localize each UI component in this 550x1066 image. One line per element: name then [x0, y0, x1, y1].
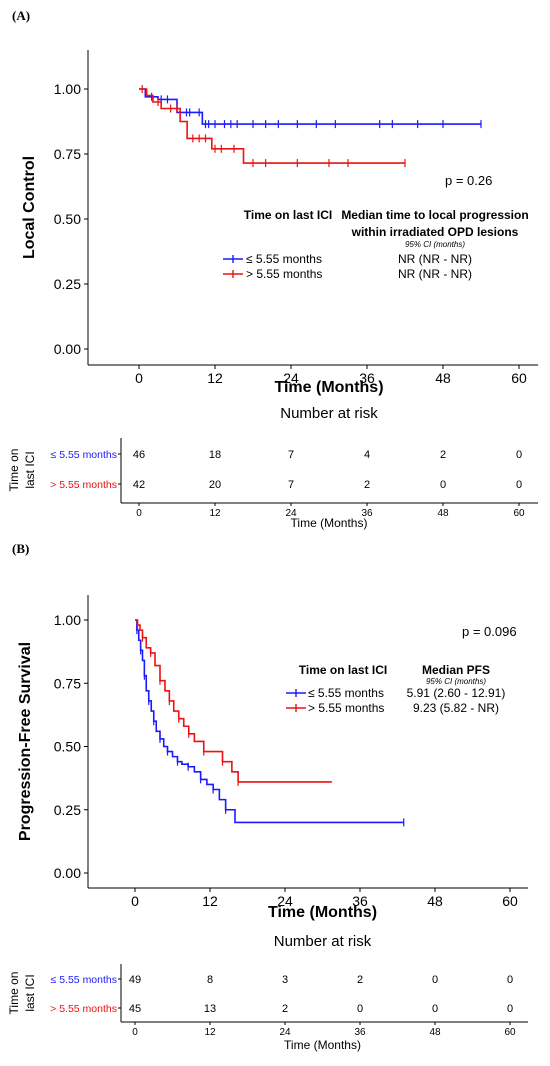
panel-b-risk-count: 0 — [357, 1003, 363, 1015]
panel-a-curve-short — [139, 88, 481, 125]
panel-a-y-tick-label: 0.75 — [54, 146, 81, 162]
panel-b-legend-median: 5.91 (2.60 - 12.91) — [407, 686, 506, 700]
panel-a-risk-y-title-1: Time on — [7, 449, 21, 492]
panel-b-risk-count: 3 — [282, 974, 288, 986]
panel-b-risk-row-label: > 5.55 months — [50, 1003, 117, 1015]
panel-b-legend-name: ≤ 5.55 months — [308, 686, 384, 700]
panel-b-legend-name: > 5.55 months — [308, 701, 384, 715]
panel-a-y-axis-title: Local Control — [21, 156, 38, 259]
panel-a-legend-name: > 5.55 months — [246, 267, 322, 281]
panel-b-risk-row-label: ≤ 5.55 months — [51, 974, 117, 986]
panel-a-legend-group-header: Time on last ICI — [244, 208, 332, 222]
panel-b-y-axis-title: Progression-Free Survival — [17, 642, 34, 841]
panel-a-legend-median-header: Median time to local progression — [341, 208, 528, 222]
panel-b-x-tick-label: 48 — [427, 893, 443, 909]
panel-a-y-tick-label: 0.50 — [54, 211, 81, 227]
panel-a-risk-x-tick-label: 60 — [513, 508, 525, 519]
panel-a-x-tick-label: 36 — [359, 370, 375, 386]
panel-b-y-tick-label: 0.75 — [54, 675, 81, 691]
panel-b-risk-count: 49 — [129, 974, 141, 986]
panel-a-x-tick-label: 12 — [207, 370, 223, 386]
panel-a-risk-x-tick-label: 24 — [285, 508, 297, 519]
panel-a-y-tick-label: 1.00 — [54, 81, 81, 97]
panel-a-x-tick-label: 24 — [283, 370, 299, 386]
panel-a-risk-x-title: Time (Months) — [291, 516, 368, 530]
panel-b-risk-x-tick-label: 12 — [204, 1027, 216, 1038]
panel-a-risk-count: 18 — [209, 449, 221, 461]
panel-a-y-tick-label: 0.00 — [54, 341, 81, 357]
panel-b-risk-count: 2 — [282, 1003, 288, 1015]
panel-b-risk-count: 45 — [129, 1003, 141, 1015]
panel-b-x-tick-label: 36 — [352, 893, 368, 909]
panel-a-curve-long — [139, 88, 405, 164]
panel-a-risk-count: 2 — [440, 449, 446, 461]
panel-b-x-axis-title: Time (Months) — [268, 904, 377, 921]
panel-a-p-value: p = 0.26 — [445, 173, 492, 188]
panel-b-risk-y-title-2: last ICI — [23, 974, 37, 1011]
panel-b-legend-ci-note: 95% CI (months) — [426, 677, 486, 686]
panel-b-legend-median: 9.23 (5.82 - NR) — [413, 701, 499, 715]
panel-a-label: (A) — [12, 8, 30, 23]
panel-b-risk-count: 8 — [207, 974, 213, 986]
panel-b-risk-count: 13 — [204, 1003, 216, 1015]
panel-b-label: (B) — [12, 541, 29, 556]
panel-a-y-tick-label: 0.25 — [54, 276, 81, 292]
panel-a-risk-x-tick-label: 48 — [437, 508, 449, 519]
panel-b-risk-x-tick-label: 36 — [354, 1027, 366, 1038]
panel-a-risk-count: 46 — [133, 449, 145, 461]
panel-b-risk-count: 0 — [432, 1003, 438, 1015]
panel-b-x-tick-label: 24 — [277, 893, 293, 909]
panel-a-risk-count: 0 — [516, 479, 522, 491]
panel-a-legend-name: ≤ 5.55 months — [246, 252, 322, 266]
panel-b-y-tick-label: 0.25 — [54, 802, 81, 818]
panel-a-legend-median: NR (NR - NR) — [398, 252, 472, 266]
panel-b-risk-title: Number at risk — [274, 933, 372, 950]
panel-b-x-tick-label: 12 — [202, 893, 218, 909]
panel-b-risk-x-tick-label: 60 — [504, 1027, 516, 1038]
panel-b-y-tick-label: 0.00 — [54, 865, 81, 881]
panel-a-risk-count: 7 — [288, 449, 294, 461]
panel-a-risk-x-tick-label: 36 — [361, 508, 373, 519]
panel-a-x-tick-label: 60 — [511, 370, 527, 386]
panel-b-y-tick-label: 0.50 — [54, 739, 81, 755]
panel-a-risk-row-label: > 5.55 months — [50, 479, 117, 491]
panel-b-risk-x-title: Time (Months) — [284, 1038, 361, 1052]
panel-b-legend-median-header: Median PFS — [422, 663, 490, 677]
panel-b-risk-y-title-1: Time on — [7, 972, 21, 1015]
panel-a-risk-x-tick-label: 12 — [209, 508, 221, 519]
panel-b-curve-long — [135, 619, 332, 783]
panel-b-risk-count: 2 — [357, 974, 363, 986]
panel-b-x-tick-label: 60 — [502, 893, 518, 909]
panel-b-y-tick-label: 1.00 — [54, 612, 81, 628]
panel-a-x-tick-label: 0 — [135, 370, 143, 386]
panel-a-risk-count: 0 — [516, 449, 522, 461]
panel-a-risk-count: 20 — [209, 479, 221, 491]
panel-b-risk-count: 0 — [507, 1003, 513, 1015]
panel-b-x-tick-label: 0 — [131, 893, 139, 909]
panel-a-risk-x-tick-label: 0 — [136, 508, 142, 519]
panel-a-risk-count: 2 — [364, 479, 370, 491]
panel-a-risk-title: Number at risk — [280, 405, 378, 422]
panel-b-risk-count: 0 — [507, 974, 513, 986]
panel-b-p-value: p = 0.096 — [462, 624, 517, 639]
panel-b-risk-x-tick-label: 48 — [429, 1027, 441, 1038]
panel-b-curve-short — [135, 619, 404, 824]
panel-b-risk-count: 0 — [432, 974, 438, 986]
panel-a-risk-count: 0 — [440, 479, 446, 491]
panel-a-risk-count: 42 — [133, 479, 145, 491]
panel-b-risk-x-tick-label: 0 — [132, 1027, 138, 1038]
panel-a-risk-y-title-2: last ICI — [23, 451, 37, 488]
panel-b-risk-x-tick-label: 24 — [279, 1027, 291, 1038]
panel-a-x-tick-label: 48 — [435, 370, 451, 386]
panel-b-legend-group-header: Time on last ICI — [299, 663, 387, 677]
panel-a-x-axis-title: Time (Months) — [274, 379, 383, 396]
panel-a-legend-median: NR (NR - NR) — [398, 267, 472, 281]
panel-a-risk-count: 7 — [288, 479, 294, 491]
panel-a-legend-median-header-2: within irradiated OPD lesions — [351, 225, 519, 239]
panel-a-risk-row-label: ≤ 5.55 months — [51, 449, 117, 461]
panel-a-risk-count: 4 — [364, 449, 370, 461]
panel-a-legend-ci-note: 95% CI (months) — [405, 240, 465, 249]
